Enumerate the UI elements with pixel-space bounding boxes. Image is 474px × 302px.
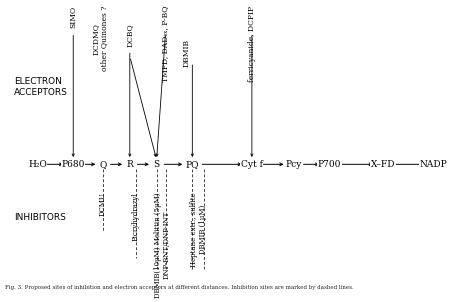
Text: Picryhydrazyl: Picryhydrazyl: [132, 192, 140, 241]
Text: P680: P680: [62, 160, 85, 169]
Text: Q: Q: [100, 160, 107, 169]
Text: PQ: PQ: [186, 160, 199, 169]
Text: DBMIB: DBMIB: [182, 39, 191, 67]
Text: S: S: [154, 160, 160, 169]
Text: ferricyanide, DCPIP: ferricyanide, DCPIP: [248, 6, 256, 82]
Text: ELECTRON
ACCEPTORS: ELECTRON ACCEPTORS: [14, 77, 68, 97]
Text: INHIBITORS: INHIBITORS: [14, 213, 65, 222]
Text: NADP: NADP: [419, 160, 447, 169]
Text: DCMU: DCMU: [99, 192, 107, 216]
Text: DBMIB(10μM) Melittin (5μM)
DNP-BNT/DNP-INT: DBMIB(10μM) Melittin (5μM) DNP-BNT/DNP-I…: [154, 192, 171, 298]
Text: Pcy: Pcy: [285, 160, 302, 169]
Text: Heptane extr., sulfite
DBMIB (1μM): Heptane extr., sulfite DBMIB (1μM): [190, 192, 207, 267]
Text: X–FD: X–FD: [371, 160, 395, 169]
Text: Cyt f: Cyt f: [241, 160, 263, 169]
Text: DCDMQ
other Quinones ?: DCDMQ other Quinones ?: [91, 6, 109, 71]
Text: TMPD, DADₒₓ, P-BQ: TMPD, DADₒₓ, P-BQ: [162, 6, 170, 82]
Text: DCBQ: DCBQ: [126, 24, 134, 47]
Text: R: R: [127, 160, 133, 169]
Text: Fig. 3. Proposed sites of inhibition and electron acceptors at different distanc: Fig. 3. Proposed sites of inhibition and…: [5, 285, 354, 290]
Text: P700: P700: [318, 160, 341, 169]
Text: SIMO: SIMO: [69, 6, 77, 28]
Text: H₂O: H₂O: [28, 160, 47, 169]
